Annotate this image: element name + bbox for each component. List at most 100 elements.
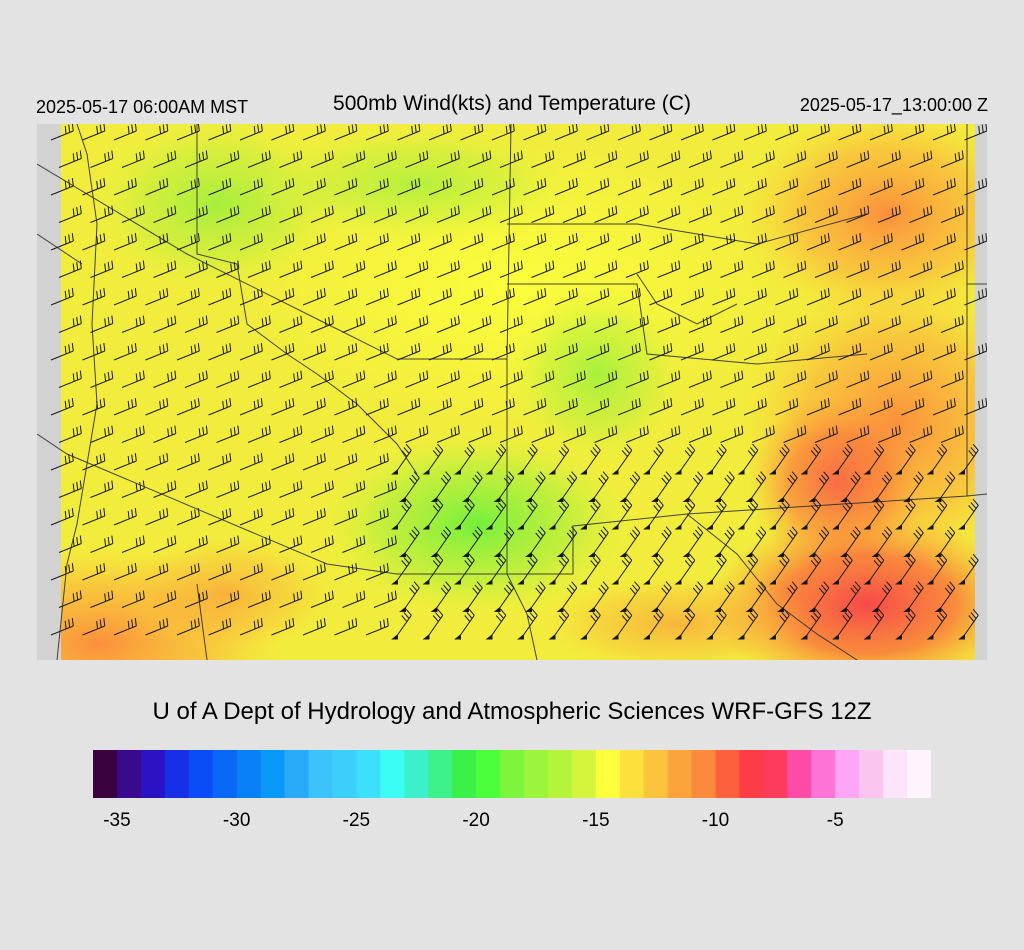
wind-barb <box>153 590 177 608</box>
wind-barb <box>491 343 515 361</box>
wind-barb <box>90 425 114 443</box>
wind-barb-pennant <box>737 633 745 640</box>
wind-barb <box>491 443 507 471</box>
wind-barb <box>688 370 712 388</box>
wind-barb-pennant <box>926 578 934 585</box>
wind-barb <box>58 480 82 498</box>
wind-barb <box>239 453 263 471</box>
wind-barb-pennant <box>391 633 398 640</box>
wind-barb <box>121 535 145 553</box>
wind-barb <box>247 260 271 278</box>
wind-barb <box>869 343 893 361</box>
wind-barb <box>932 498 948 526</box>
wind-barb <box>806 608 822 636</box>
wind-barb <box>153 150 177 168</box>
wind-barb <box>271 233 295 251</box>
wind-barb <box>523 288 547 306</box>
wind-barb <box>712 398 736 416</box>
wind-barb <box>814 471 830 498</box>
wind-barb-pennant <box>517 633 524 640</box>
wind-barb <box>901 553 916 581</box>
wind-barb <box>901 398 925 416</box>
wind-barb <box>279 480 303 498</box>
wind-barb <box>901 233 925 251</box>
wind-barb <box>940 471 956 498</box>
wind-barb <box>121 205 145 223</box>
wind-barb <box>460 124 484 141</box>
wind-barb <box>649 553 664 581</box>
colorbar-swatch <box>739 750 764 798</box>
wind-barb <box>208 124 232 141</box>
wind-barb <box>279 150 303 168</box>
wind-barb-pennant <box>391 523 398 530</box>
wind-barb <box>554 608 570 636</box>
wind-barb <box>594 260 618 278</box>
wind-barb-pennant <box>895 523 902 530</box>
wind-barb <box>877 315 901 333</box>
wind-barb <box>365 508 389 526</box>
wind-barb <box>964 124 987 141</box>
wind-barb <box>334 288 358 306</box>
wind-barb <box>334 508 358 526</box>
wind-barb <box>743 233 767 251</box>
wind-barb <box>491 233 515 251</box>
wind-barb <box>751 471 767 498</box>
wind-barb <box>531 425 555 443</box>
wind-barb <box>208 343 232 361</box>
wind-barb <box>751 315 775 333</box>
wind-barb <box>397 443 412 471</box>
wind-barb <box>775 398 799 416</box>
wind-barb <box>373 425 397 443</box>
wind-barb <box>491 178 515 196</box>
wind-barb <box>247 205 271 223</box>
wind-barb-pennant <box>808 496 816 502</box>
wind-barb <box>153 315 177 333</box>
wind-barb <box>121 480 145 498</box>
wind-barb <box>586 498 601 526</box>
wind-barb <box>176 563 200 581</box>
wind-barb <box>554 398 578 416</box>
wind-barb-pennant <box>485 578 493 585</box>
wind-barb <box>436 471 452 498</box>
wind-barb <box>373 150 397 168</box>
wind-barb-pennant <box>674 523 682 530</box>
wind-barb <box>145 233 169 251</box>
wind-barb <box>153 480 177 498</box>
wind-barb <box>838 288 862 306</box>
wind-barb <box>964 608 979 636</box>
wind-barb <box>562 205 586 223</box>
wind-barb <box>901 443 916 471</box>
wind-barb <box>342 590 366 608</box>
wind-barb <box>373 480 397 498</box>
wind-barb <box>468 205 492 223</box>
wind-barb <box>82 233 106 251</box>
wind-barb-pennant <box>958 578 965 585</box>
wind-barb-pennant <box>706 468 713 475</box>
wind-barb <box>113 453 137 471</box>
credit-label: U of A Dept of Hydrology and Atmospheric… <box>152 698 872 725</box>
wind-barb <box>720 471 735 498</box>
colorbar-tick-label: -35 <box>103 810 131 831</box>
wind-barb-pennant <box>454 633 461 640</box>
wind-barb <box>657 526 672 553</box>
wind-barb-pennant <box>651 551 658 557</box>
wind-barb-pennant <box>580 468 587 475</box>
wind-barb <box>397 288 421 306</box>
wind-barb-pennant <box>462 606 469 612</box>
wind-barb <box>405 526 420 553</box>
wind-barb-pennant <box>871 551 879 557</box>
wind-barb-pennant <box>485 523 493 530</box>
wind-barb <box>373 315 397 333</box>
wind-barb <box>877 526 893 553</box>
wind-barb <box>247 535 271 553</box>
wind-barb <box>176 618 200 636</box>
wind-barb <box>113 233 137 251</box>
wind-barb <box>145 398 169 416</box>
wind-barb-pennant <box>832 633 839 640</box>
wind-barb <box>806 178 830 196</box>
colorbar-swatch <box>500 750 525 798</box>
wind-barb <box>239 398 263 416</box>
wind-barb <box>184 315 208 333</box>
wind-barb <box>688 581 704 608</box>
wind-barb <box>712 608 727 636</box>
